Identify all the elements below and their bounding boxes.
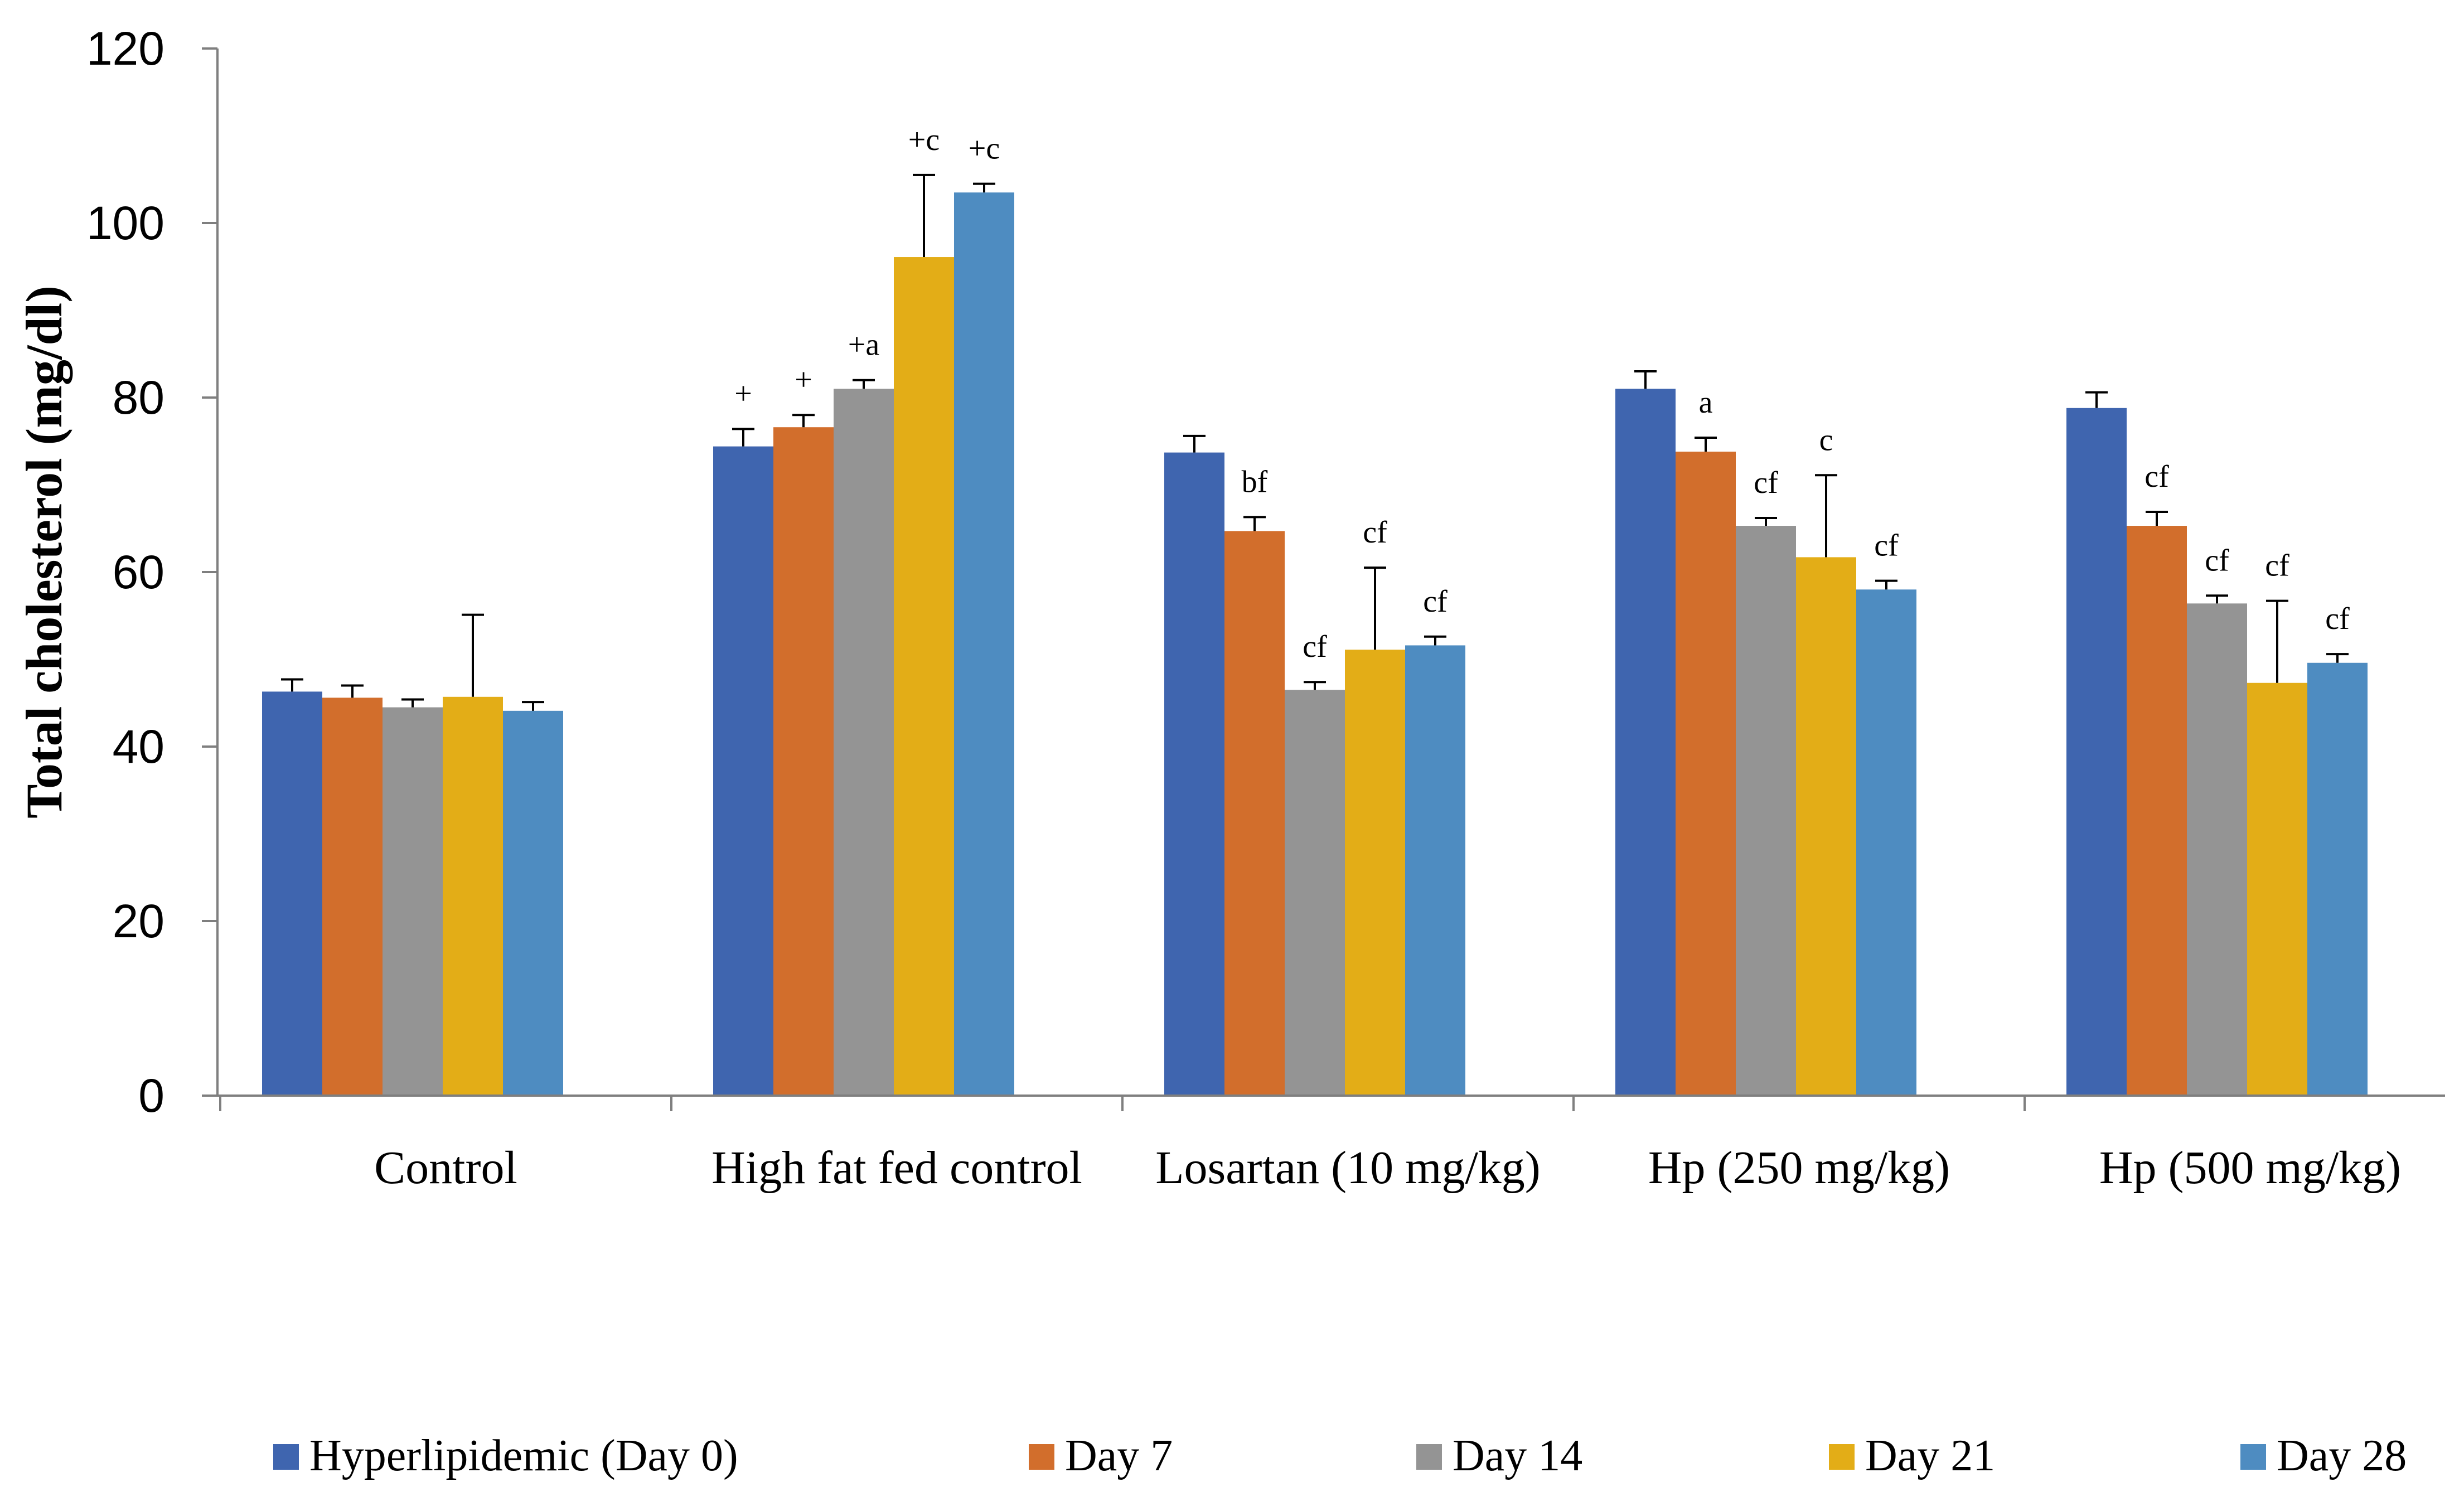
legend-swatch-1 [1029, 1444, 1054, 1470]
legend-swatch-4 [2240, 1444, 2266, 1470]
legend-swatch-0 [273, 1444, 299, 1470]
legend-label-4: Day 28 [2277, 1431, 2407, 1480]
error-bars-layer [281, 173, 2349, 711]
annotation-4-2: cf [2205, 543, 2229, 578]
bar-0-4 [503, 710, 563, 1096]
bar-4-0 [2066, 408, 2127, 1096]
bar-0-0 [262, 691, 322, 1096]
axes-layer: 0 20 40 60 80 100 120 Control High fat fed contr… [86, 22, 2445, 1194]
legend-swatch-3 [1829, 1444, 1855, 1470]
legend-swatch-2 [1416, 1444, 1442, 1470]
legend-label-0: Hyperlipidemic (Day 0) [309, 1431, 738, 1480]
annotation-3-3: c [1819, 423, 1833, 457]
x-category-label-4: Hp (500 mg/kg) [2099, 1142, 2401, 1194]
bar-4-1 [2127, 526, 2187, 1096]
bar-2-0 [1164, 452, 1224, 1096]
bar-3-2 [1736, 526, 1796, 1096]
bar-0-3 [443, 696, 503, 1096]
x-category-label-1: High fat fed control [711, 1142, 1082, 1194]
bar-4-3 [2247, 682, 2307, 1096]
annotation-3-2: cf [1754, 466, 1778, 500]
bar-3-4 [1856, 589, 1916, 1096]
legend-label-3: Day 21 [1865, 1431, 1995, 1480]
annotation-1-2: +a [848, 328, 880, 362]
bar-0-2 [383, 707, 443, 1096]
legend: Hyperlipidemic (Day 0) Day 7 Day 14 Day 21 D… [273, 1431, 2407, 1480]
bar-3-3 [1796, 557, 1856, 1096]
annotation-3-1: a [1699, 385, 1713, 420]
bar-3-0 [1615, 389, 1676, 1096]
annotation-2-3: cf [1363, 515, 1387, 550]
bar-2-4 [1405, 645, 1465, 1096]
bar-2-2 [1285, 690, 1345, 1096]
annotation-4-4: cf [2325, 602, 2350, 636]
bar-0-1 [322, 698, 383, 1096]
bar-1-1 [773, 427, 834, 1096]
y-tick-label-3: 60 [113, 546, 164, 598]
annotations-layer: + + bf a cf +a cf cf cf +c cf c cf +c cf cf cf [734, 123, 2350, 664]
bar-1-2 [834, 389, 894, 1096]
bars-layer [262, 192, 2368, 1096]
annotation-1-1: + [795, 362, 812, 397]
annotation-4-1: cf [2144, 459, 2169, 494]
bar-1-0 [713, 446, 773, 1096]
annotation-3-4: cf [1874, 529, 1899, 563]
legend-label-2: Day 14 [1453, 1431, 1582, 1480]
bar-2-3 [1345, 650, 1405, 1096]
x-category-label-2: Losartan (10 mg/kg) [1155, 1142, 1541, 1194]
y-tick-label-2: 40 [113, 720, 164, 773]
y-axis-title: Total cholesterol (mg/dl) [16, 285, 72, 819]
annotation-2-1: bf [1242, 464, 1268, 499]
x-category-label-0: Control [374, 1142, 517, 1194]
bar-4-2 [2187, 603, 2247, 1096]
y-axis-title-group: Total cholesterol (mg/dl) [16, 285, 72, 819]
bar-4-4 [2307, 662, 2368, 1096]
bar-1-4 [954, 192, 1014, 1096]
y-tick-label-5: 100 [86, 197, 164, 249]
annotation-1-3: +c [908, 123, 940, 157]
x-category-label-3: Hp (250 mg/kg) [1648, 1142, 1950, 1194]
y-tick-label-0: 0 [138, 1069, 164, 1122]
annotation-1-0: + [734, 376, 752, 411]
y-tick-label-6: 120 [86, 22, 164, 75]
annotation-1-4: +c [969, 132, 1000, 166]
y-tick-label-4: 80 [113, 371, 164, 424]
bar-1-3 [894, 257, 954, 1096]
annotation-4-3: cf [2265, 549, 2289, 583]
legend-label-1: Day 7 [1065, 1431, 1173, 1480]
bar-2-1 [1224, 531, 1285, 1096]
y-tick-label-1: 20 [113, 895, 164, 947]
annotation-2-2: cf [1303, 629, 1327, 664]
bar-3-1 [1676, 452, 1736, 1096]
annotation-2-4: cf [1423, 584, 1448, 619]
